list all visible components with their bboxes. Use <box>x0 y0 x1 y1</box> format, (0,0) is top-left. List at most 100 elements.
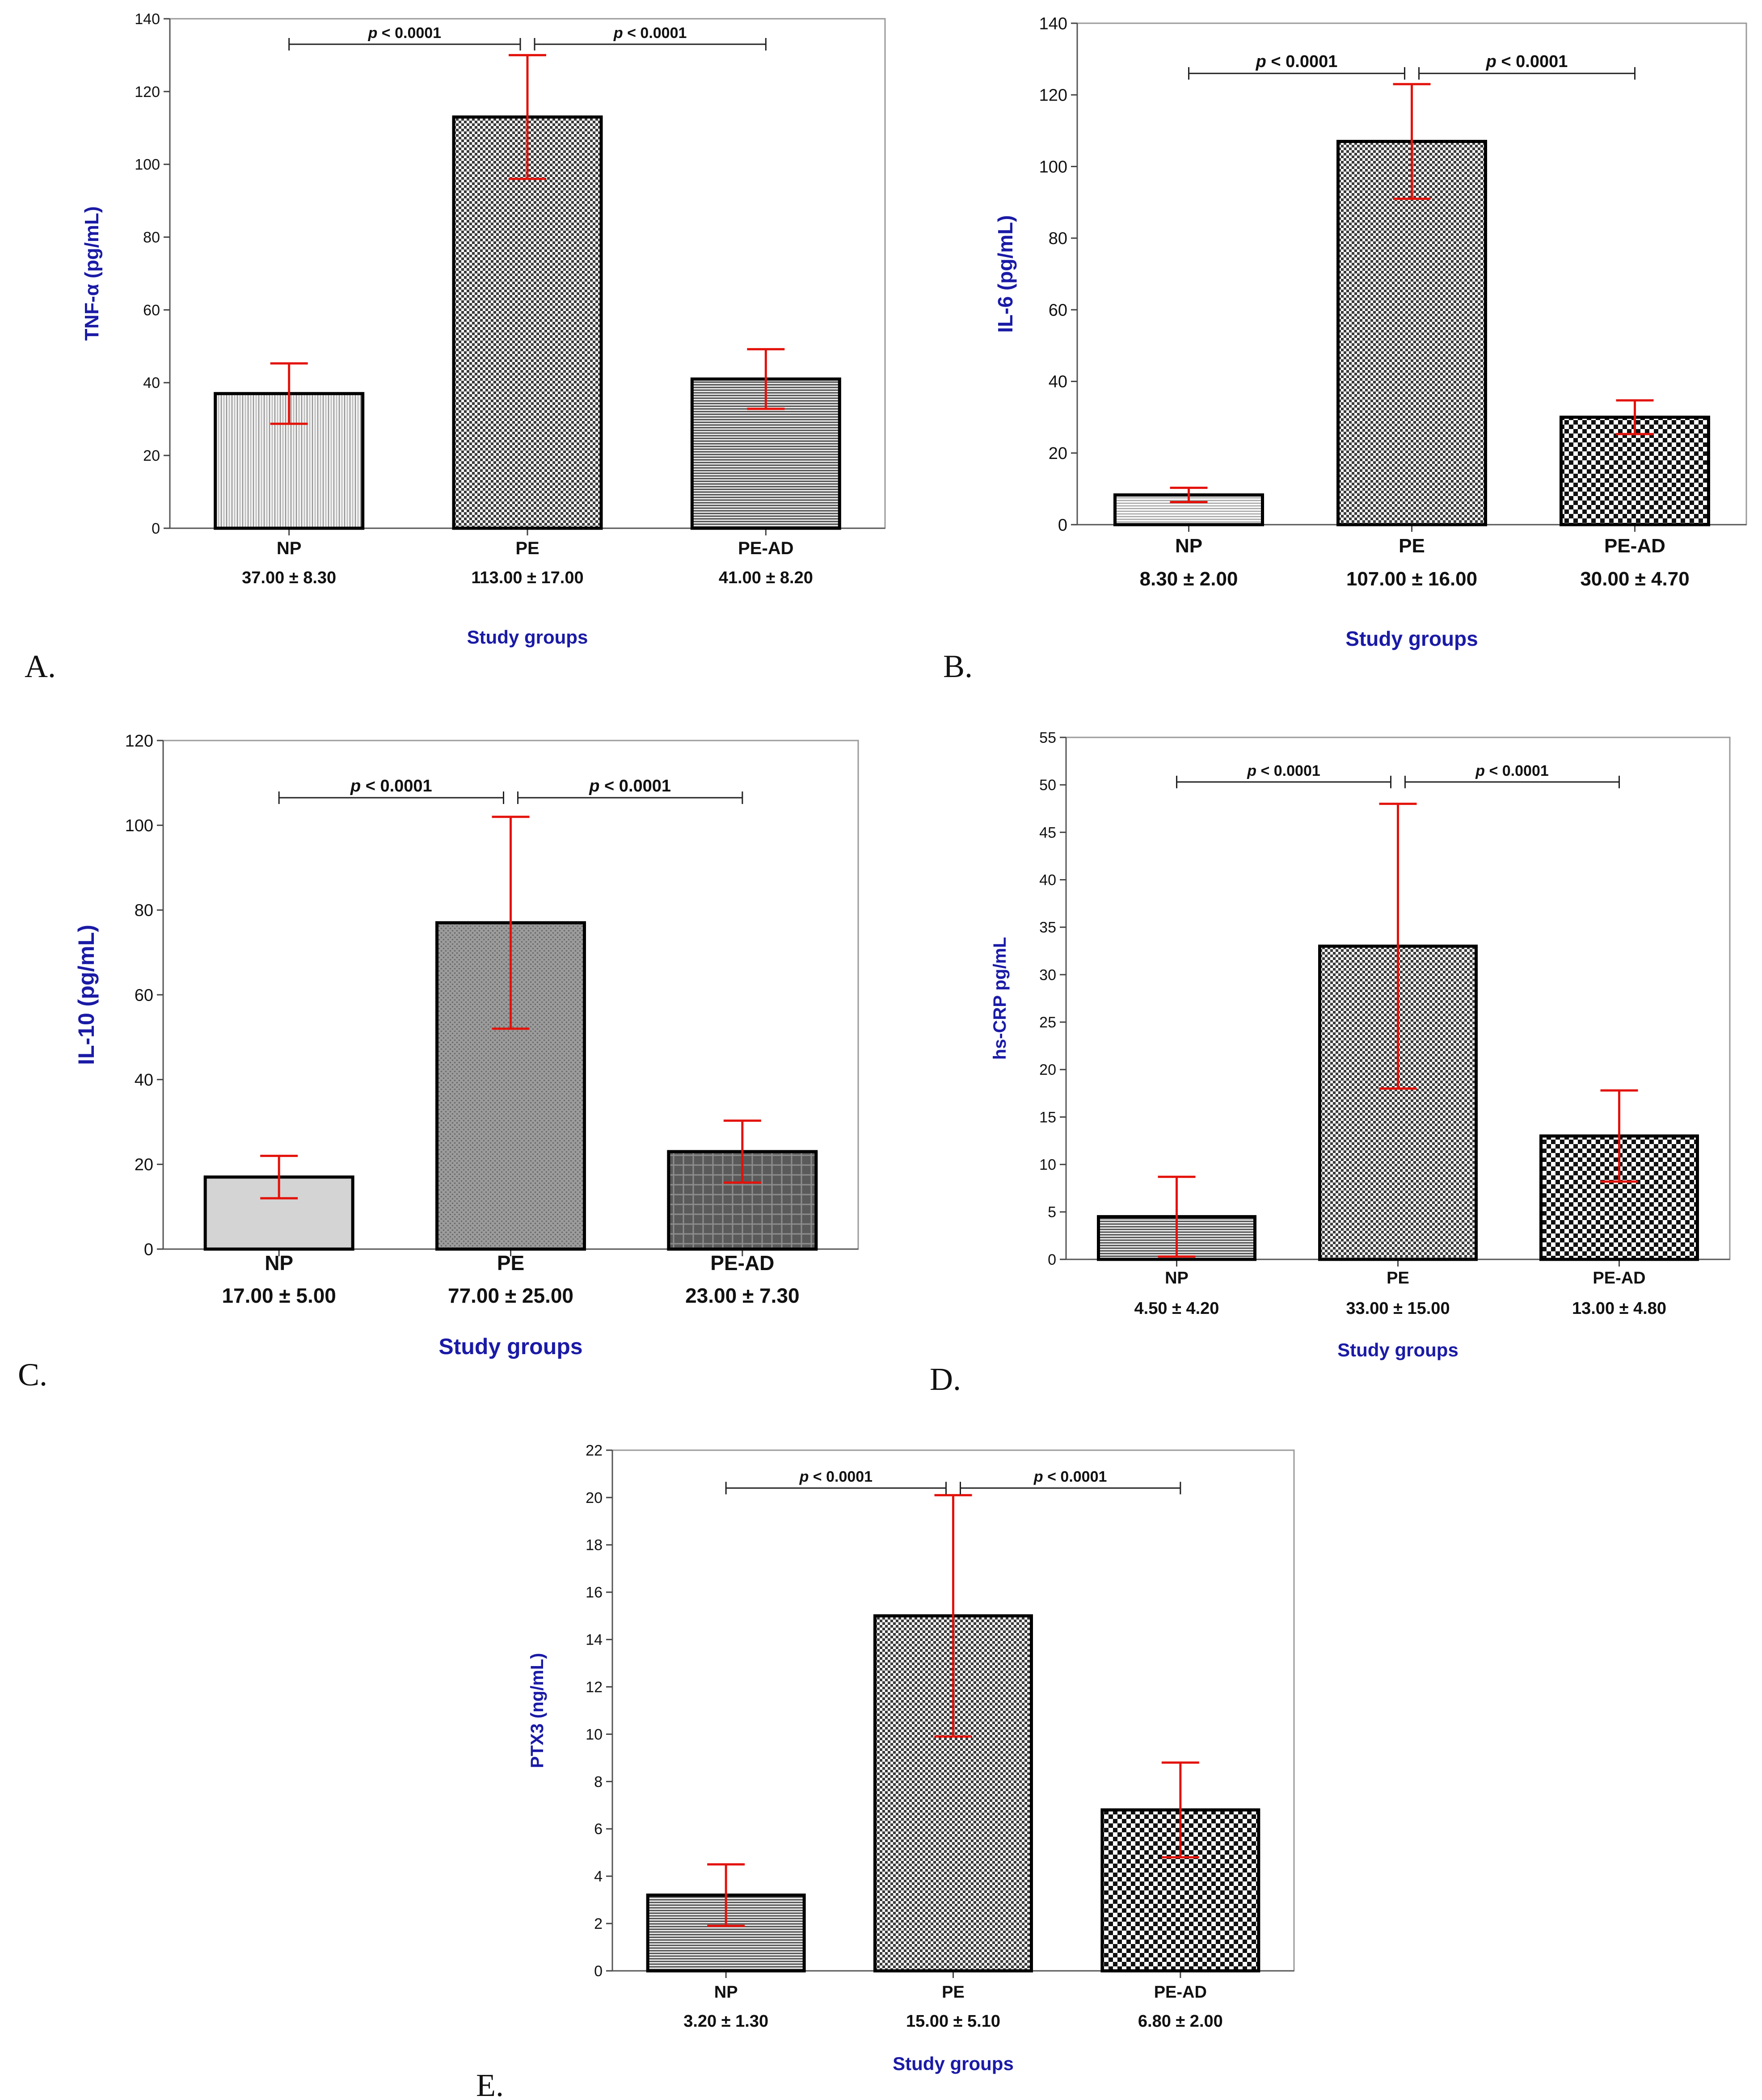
y-tick-label: 8 <box>594 1773 603 1790</box>
y-tick-label: 18 <box>586 1537 603 1554</box>
value-label: 23.00 ± 7.30 <box>685 1284 799 1307</box>
panel-label: D. <box>930 1361 961 1397</box>
y-tick-label: 14 <box>586 1632 603 1649</box>
category-label: NP <box>714 1983 738 2002</box>
significance-bracket: p < 0.0001 <box>517 777 743 804</box>
value-label: 33.00 ± 15.00 <box>1346 1299 1450 1318</box>
y-tick-label: 50 <box>1039 777 1056 794</box>
value-label: 3.20 ± 1.30 <box>683 2012 768 2031</box>
value-label: 30.00 ± 4.70 <box>1580 568 1689 590</box>
value-label: 107.00 ± 16.00 <box>1346 568 1477 590</box>
y-tick-label: 12 <box>586 1679 603 1696</box>
category-label: NP <box>1165 1269 1189 1288</box>
error-bar-pe <box>1393 83 1431 200</box>
significance-bracket: p < 0.0001 <box>534 25 767 51</box>
error-bar-pe <box>934 1494 972 1738</box>
x-axis-title: Study groups <box>438 1334 582 1359</box>
category-label: PE <box>942 1983 965 2002</box>
y-tick-label: 10 <box>586 1726 603 1743</box>
value-label: 15.00 ± 5.10 <box>906 2012 1000 2031</box>
panel-label: C. <box>18 1357 47 1393</box>
significance-bracket: p < 0.0001 <box>288 25 521 51</box>
y-axis-title: TNF-α (pg/mL) <box>81 206 103 341</box>
error-bar-pe <box>492 816 530 1030</box>
bar-pe <box>1336 139 1487 526</box>
y-tick-label: 40 <box>135 1071 153 1090</box>
y-tick-label: 0 <box>152 520 160 537</box>
category-label: NP <box>265 1251 293 1275</box>
x-axis-title: Study groups <box>1345 627 1478 650</box>
chart-panel-c: 0 20 40 60 80 100 120 p < 0.0001 p < 0.0001 NP 17.… <box>18 732 859 1393</box>
y-tick-label: 4 <box>594 1868 603 1885</box>
panel-label: B. <box>943 648 973 684</box>
y-axis-title: IL-10 (pg/mL) <box>74 925 99 1065</box>
y-tick-label: 120 <box>125 732 153 750</box>
value-label: 17.00 ± 5.00 <box>222 1284 336 1307</box>
y-tick-label: 6 <box>594 1821 603 1838</box>
y-tick-label: 40 <box>143 375 160 391</box>
y-tick-label: 45 <box>1039 824 1056 841</box>
y-tick-label: 10 <box>1039 1157 1056 1174</box>
value-label: 37.00 ± 8.30 <box>242 568 336 587</box>
y-tick-label: 0 <box>144 1240 153 1259</box>
error-bar-pe-ad <box>1616 399 1654 435</box>
y-tick-label: 40 <box>1039 871 1056 888</box>
value-label: 6.80 ± 2.00 <box>1138 2012 1223 2031</box>
y-tick-label: 120 <box>135 84 160 101</box>
y-tick-label: 20 <box>586 1490 603 1507</box>
significance-bracket: p < 0.0001 <box>960 1469 1181 1494</box>
y-tick-label: 100 <box>125 816 153 835</box>
significance-bracket: p < 0.0001 <box>1176 762 1391 788</box>
category-label: NP <box>1175 535 1202 557</box>
category-label: PE-AD <box>738 539 793 558</box>
y-tick-label: 35 <box>1039 919 1056 936</box>
error-bar-np <box>1170 486 1208 504</box>
significance-bracket: p < 0.0001 <box>1404 762 1620 788</box>
y-tick-label: 0 <box>594 1963 603 1980</box>
y-tick-label: 15 <box>1039 1109 1056 1126</box>
y-tick-label: 140 <box>1039 14 1067 33</box>
bar-np <box>214 392 365 530</box>
error-bar-np <box>707 1863 745 1927</box>
value-label: 77.00 ± 25.00 <box>448 1284 573 1307</box>
category-label: PE-AD <box>710 1251 774 1275</box>
y-tick-label: 40 <box>1049 373 1067 391</box>
category-label: PE-AD <box>1593 1269 1645 1288</box>
error-bar-pe-ad <box>1161 1761 1199 1859</box>
p-value-label: p < 0.0001 <box>613 25 687 42</box>
y-tick-label: 16 <box>586 1584 603 1601</box>
y-tick-label: 140 <box>135 11 160 28</box>
y-tick-label: 5 <box>1048 1204 1056 1221</box>
p-value-label: p < 0.0001 <box>350 777 432 795</box>
chart-panel-a: 0 20 40 60 80 100 120 140 p < 0.0001 p < 0.0001 NP… <box>25 11 886 684</box>
x-axis-title: Study groups <box>467 627 588 648</box>
p-value-label: p < 0.0001 <box>1486 52 1568 71</box>
y-tick-label: 100 <box>1039 158 1067 177</box>
y-tick-label: 0 <box>1048 1251 1056 1268</box>
y-tick-label: 100 <box>135 156 160 173</box>
value-label: 4.50 ± 4.20 <box>1134 1299 1219 1318</box>
p-value-label: p < 0.0001 <box>1033 1469 1107 1486</box>
y-tick-label: 60 <box>143 302 160 319</box>
value-label: 41.00 ± 8.20 <box>719 568 813 587</box>
chart-panel-e: 0 2 4 6 8 10 12 14 16 18 20 22 p < 0.0001 p < 0.0001 N… <box>476 1442 1295 2100</box>
y-tick-label: 80 <box>1049 229 1067 248</box>
category-label: PE <box>497 1251 524 1275</box>
p-value-label: p < 0.0001 <box>589 777 671 795</box>
error-bar-np <box>270 362 308 425</box>
x-axis-title: Study groups <box>1337 1339 1458 1360</box>
error-bar-pe <box>1379 803 1417 1090</box>
p-value-label: p < 0.0001 <box>1247 762 1320 779</box>
p-value-label: p < 0.0001 <box>368 25 442 42</box>
y-tick-label: 60 <box>135 986 153 1005</box>
error-bar-np <box>260 1154 298 1199</box>
significance-bracket: p < 0.0001 <box>725 1469 947 1494</box>
value-label: 8.30 ± 2.00 <box>1140 568 1238 590</box>
category-label: PE <box>515 539 539 558</box>
category-label: NP <box>277 539 302 558</box>
error-bar-pe-ad <box>747 348 785 410</box>
y-axis-title: IL-6 (pg/mL) <box>994 215 1017 332</box>
y-tick-label: 0 <box>1058 516 1067 534</box>
y-tick-label: 20 <box>143 447 160 464</box>
